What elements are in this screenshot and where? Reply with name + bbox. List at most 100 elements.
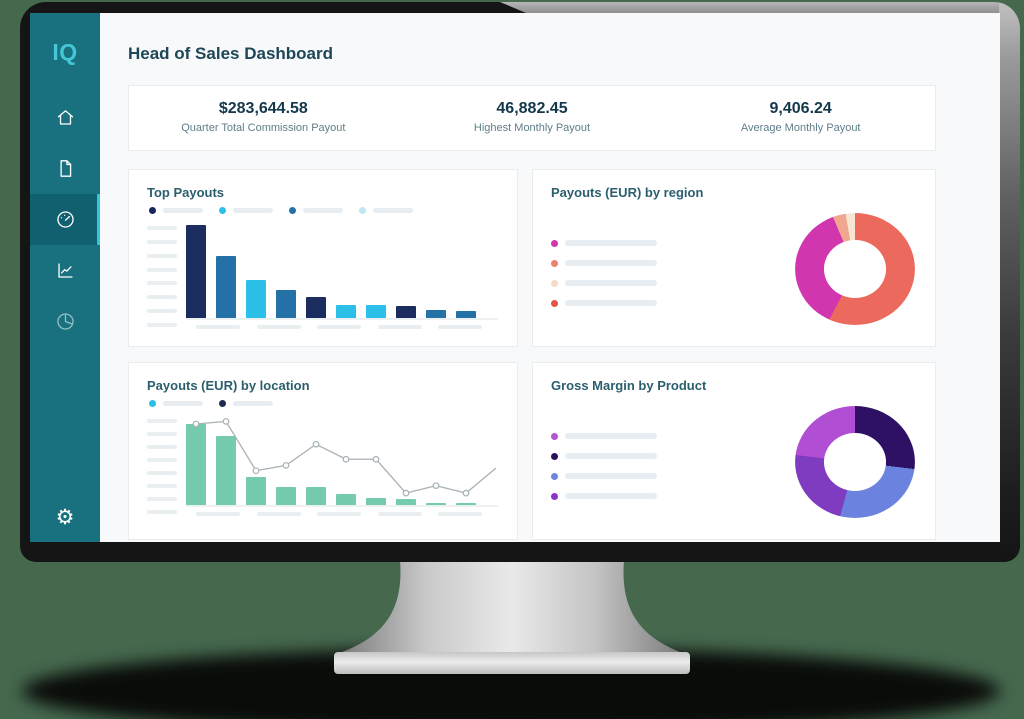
legend-label-placeholder — [565, 493, 657, 499]
legend-dot — [219, 400, 226, 407]
sidebar-item-analytics[interactable] — [30, 245, 100, 296]
line-marker — [372, 455, 380, 463]
y-axis-placeholders — [147, 224, 177, 329]
x-label-placeholder — [438, 512, 482, 516]
legend-label-placeholder — [163, 208, 203, 213]
trend-line — [192, 418, 497, 497]
legend-dot — [289, 207, 296, 214]
legend-label-placeholder — [565, 240, 657, 246]
y-tick-placeholder — [147, 253, 177, 258]
chart-legend — [149, 400, 499, 407]
x-label-placeholder — [196, 325, 240, 329]
sidebar-item-dashboard[interactable] — [30, 194, 100, 245]
legend-dot — [551, 279, 558, 287]
x-label-placeholder — [317, 325, 361, 329]
legend-item — [551, 299, 657, 307]
bar — [456, 503, 476, 505]
sidebar-item-reports[interactable] — [30, 296, 100, 347]
legend-label-placeholder — [565, 433, 657, 439]
chart-title: Payouts (EUR) by region — [551, 185, 704, 200]
legend-dot — [551, 239, 558, 247]
legend-item — [551, 452, 657, 460]
legend-item — [219, 400, 273, 407]
x-label-placeholder — [256, 512, 301, 516]
legend-dot — [551, 259, 558, 267]
bar — [366, 304, 386, 318]
donut-ring — [795, 406, 915, 518]
bezel-highlight — [500, 2, 1020, 13]
legend-label-placeholder — [565, 473, 657, 479]
line-chart-icon — [57, 263, 73, 278]
legend-dot — [551, 492, 558, 500]
legend-item — [551, 279, 657, 287]
legend-item — [551, 432, 657, 440]
app-logo: IQ — [52, 39, 78, 65]
kpi-label: Quarter Total Commission Payout — [181, 122, 346, 134]
x-label-placeholder — [377, 325, 422, 329]
y-tick-placeholder — [147, 295, 177, 300]
bar-chart — [147, 224, 499, 329]
card-payouts-by-region: Payouts (EUR) by region — [532, 169, 936, 347]
legend-dot — [149, 207, 156, 214]
x-label-placeholder — [256, 325, 301, 329]
bar — [306, 297, 326, 318]
kpi-summary-card: $283,644.58 Quarter Total Commission Pay… — [128, 85, 936, 151]
donut-ring — [795, 213, 915, 325]
y-tick-placeholder — [147, 226, 177, 230]
bar — [366, 497, 386, 505]
chart-title: Gross Margin by Product — [551, 378, 707, 393]
legend-item — [149, 400, 203, 407]
y-tick-placeholder — [147, 497, 177, 501]
chart-title: Top Payouts — [147, 185, 225, 200]
sidebar-nav — [30, 92, 100, 347]
bar — [396, 305, 416, 318]
line-marker — [432, 482, 440, 489]
legend-dot — [551, 452, 558, 460]
chart-legend — [149, 207, 499, 214]
monitor-stand — [334, 560, 690, 674]
charts-grid: Top Payouts Payouts (EUR) by region — [128, 169, 936, 540]
card-gross-margin-by-product: Gross Margin by Product — [532, 362, 936, 540]
gauge-icon — [56, 211, 74, 228]
legend-label-placeholder — [565, 260, 657, 266]
kpi-average-monthly: 9,406.24 Average Monthly Payout — [666, 100, 935, 134]
legend-item — [551, 492, 657, 500]
bezel-right-edge — [999, 2, 1020, 562]
bar — [306, 486, 326, 505]
y-axis-placeholders — [147, 417, 177, 516]
legend-item — [289, 207, 343, 214]
bar — [276, 486, 296, 505]
dashboard-screen: IQ ⚙ Head of Sales Dashboard $283,644.58… — [30, 13, 1000, 542]
card-payouts-by-location: Payouts (EUR) by location — [128, 362, 518, 540]
legend-item — [219, 207, 273, 214]
chart-legend — [551, 432, 657, 500]
x-axis-placeholders — [186, 507, 486, 516]
legend-item — [359, 207, 413, 214]
bar-line-chart — [147, 417, 499, 516]
kpi-value: 9,406.24 — [769, 100, 832, 117]
bar — [336, 494, 356, 505]
bar — [396, 498, 416, 505]
legend-label-placeholder — [565, 280, 657, 286]
y-tick-placeholder — [147, 484, 177, 488]
y-tick-placeholder — [147, 309, 177, 314]
bar — [186, 424, 206, 505]
kpi-value: $283,644.58 — [218, 100, 308, 117]
sidebar-item-home[interactable] — [30, 92, 100, 143]
plot-column — [186, 417, 499, 516]
legend-dot — [551, 299, 558, 307]
line-marker — [402, 489, 410, 497]
card-top-payouts: Top Payouts — [128, 169, 518, 347]
line-marker — [462, 489, 470, 497]
kpi-label: Average Monthly Payout — [740, 122, 861, 134]
legend-label-placeholder — [373, 208, 413, 213]
line-marker — [282, 462, 290, 469]
plot-area — [186, 417, 498, 507]
sidebar-item-documents[interactable] — [30, 143, 100, 194]
kpi-label: Highest Monthly Payout — [473, 122, 591, 134]
legend-item — [551, 259, 657, 267]
line-marker — [192, 420, 200, 428]
sidebar-item-settings[interactable]: ⚙ — [56, 507, 75, 528]
main-content: Head of Sales Dashboard $283,644.58 Quar… — [100, 13, 1000, 542]
